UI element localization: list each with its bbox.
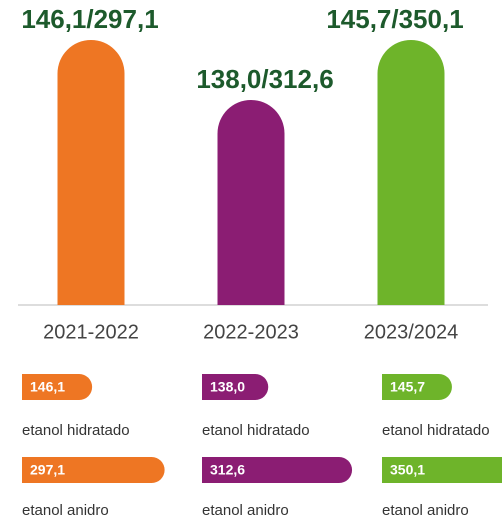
bar-label: 145,7/350,1 <box>326 4 463 34</box>
pill-label: 350,1 <box>390 462 425 478</box>
pill-label: 146,1 <box>30 379 65 395</box>
bar <box>217 100 285 305</box>
x-tick-label: 2022-2023 <box>203 321 299 343</box>
pill <box>22 374 93 400</box>
legend-label: etanol anidro <box>202 502 289 518</box>
pill <box>382 457 502 483</box>
legend-label: etanol anidro <box>22 502 109 518</box>
pill <box>202 374 269 400</box>
legend-label: etanol hidratado <box>382 422 490 439</box>
legend-label: etanol anidro <box>382 502 469 518</box>
bar-label: 146,1/297,1 <box>21 4 158 34</box>
legend-label: etanol hidratado <box>202 422 310 439</box>
bar <box>377 40 445 305</box>
pill <box>202 457 353 483</box>
legend-label: etanol hidratado <box>22 422 130 439</box>
bar-label: 138,0/312,6 <box>196 64 333 94</box>
pill-label: 138,0 <box>210 379 245 395</box>
bar <box>57 40 125 305</box>
x-tick-label: 2021-2022 <box>43 321 139 343</box>
pill-label: 297,1 <box>30 462 65 478</box>
pill <box>382 374 452 400</box>
pill <box>22 457 165 483</box>
pill-label: 145,7 <box>390 379 425 395</box>
x-tick-label: 2023/2024 <box>364 321 459 343</box>
pill-label: 312,6 <box>210 462 245 478</box>
